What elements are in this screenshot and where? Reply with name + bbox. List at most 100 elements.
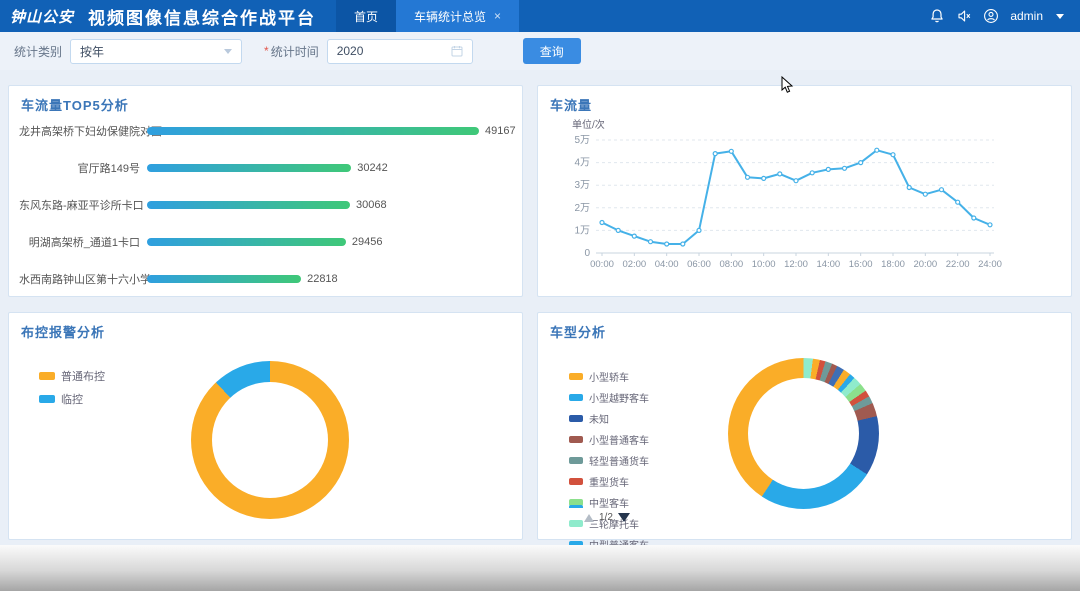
bar-value-label: 49167 xyxy=(485,124,516,137)
top5-bar-row: 东风东路-麻亚平诊所卡口 30068 xyxy=(19,186,514,223)
alarm-donut-chart xyxy=(191,361,349,519)
mouse-cursor xyxy=(781,76,794,93)
legend-item[interactable]: 三轮摩托车 xyxy=(569,516,649,531)
bar-category-label: 龙井高架桥下妇幼保健院对面 xyxy=(19,125,162,138)
panel-alarm-analysis-title: 布控报警分析 xyxy=(21,325,106,340)
legend-item[interactable]: 小型普通客车 xyxy=(569,432,649,447)
legend-swatch xyxy=(569,415,583,422)
legend-item[interactable]: 小型轿车 xyxy=(569,369,649,384)
svg-text:00:00: 00:00 xyxy=(590,259,614,270)
bar-category-label: 官厅路149号 xyxy=(77,162,140,175)
legend-label: 小型轿车 xyxy=(589,373,629,384)
bar-value-label: 30068 xyxy=(356,198,387,211)
category-select[interactable]: 按年 xyxy=(70,38,243,64)
required-asterisk: * xyxy=(264,44,269,58)
bar-fill xyxy=(147,126,479,135)
svg-text:20:00: 20:00 xyxy=(913,259,937,270)
user-icon[interactable] xyxy=(983,8,999,24)
legend-swatch xyxy=(39,395,55,403)
close-icon[interactable]: × xyxy=(494,9,502,23)
svg-text:18:00: 18:00 xyxy=(881,259,905,270)
bar-category-label: 东风东路-麻亚平诊所卡口 xyxy=(19,199,144,212)
bar-fill xyxy=(147,274,302,283)
legend-item[interactable]: 未知 xyxy=(569,411,649,426)
svg-text:10:00: 10:00 xyxy=(752,259,776,270)
bar-value-label: 22818 xyxy=(307,272,338,285)
bell-icon[interactable] xyxy=(929,8,945,24)
panel-alarm-analysis: 布控报警分析 普通布控临控 xyxy=(8,312,523,540)
panel-traffic-top5: 车流量TOP5分析 龙井高架桥下妇幼保健院对面 49167 官厅路149号 30242… xyxy=(8,85,523,297)
legend-label: 未知 xyxy=(589,415,609,426)
legend-swatch xyxy=(569,499,583,506)
pager-label: 1/2 xyxy=(599,512,613,523)
svg-text:04:00: 04:00 xyxy=(655,259,679,270)
agency-logo: 钟山公安 xyxy=(10,7,75,26)
time-input[interactable]: 2020 xyxy=(326,38,473,64)
svg-text:24:00: 24:00 xyxy=(978,259,1002,270)
legend-swatch xyxy=(569,541,583,548)
panel-traffic-flow: 车流量 单位/次 0 1万 2万 3万 4万 5万 00:00 02:00 04:00 06:00 0… xyxy=(537,85,1072,297)
panel-traffic-flow-title: 车流量 xyxy=(550,98,593,113)
pager-up-icon[interactable] xyxy=(584,513,594,522)
category-select-value: 按年 xyxy=(80,44,105,59)
legend-item[interactable]: 中型客车 xyxy=(569,495,649,510)
legend-swatch xyxy=(39,372,55,380)
donut-hole xyxy=(748,378,859,489)
legend-label: 中型客车 xyxy=(589,499,629,510)
panel-traffic-top5-title: 车流量TOP5分析 xyxy=(21,98,129,113)
legend-label: 小型普通客车 xyxy=(589,436,649,447)
bar-fill xyxy=(147,200,351,209)
tab-vehicle-statistics[interactable]: 车辆统计总览 × xyxy=(396,0,520,32)
svg-text:1万: 1万 xyxy=(574,225,590,236)
time-input-value: 2020 xyxy=(336,44,364,58)
legend-item[interactable]: 重型货车 xyxy=(569,474,649,489)
legend-swatch xyxy=(569,520,583,527)
legend-swatch xyxy=(569,394,583,401)
panel-vehicle-type-title: 车型分析 xyxy=(550,325,607,340)
legend-label: 三轮摩托车 xyxy=(589,520,639,531)
legend-label: 轻型普通货车 xyxy=(589,457,649,468)
tab-home[interactable]: 首页 xyxy=(336,0,397,32)
top-header: 钟山公安 视频图像信息综合作战平台 首页 车辆统计总览 × admin xyxy=(0,0,1080,32)
svg-text:14:00: 14:00 xyxy=(816,259,840,270)
bar-value-label: 29456 xyxy=(351,235,383,248)
panel-vehicle-type-analysis: 车型分析 小型轿车小型越野客车 未知小型普通客车 轻型普通货车 重型货车中型客车三轮摩… xyxy=(537,312,1072,573)
username-label[interactable]: admin xyxy=(1010,9,1043,23)
alarm-legend: 普通布控 临控 xyxy=(39,368,105,407)
top5-bar-row: 龙井高架桥下妇幼保健院对面 49167 xyxy=(19,112,516,149)
svg-text:3万: 3万 xyxy=(574,180,590,191)
legend-label: 小型越野客车 xyxy=(589,394,649,405)
pager-down-icon[interactable] xyxy=(617,513,630,522)
svg-text:0: 0 xyxy=(584,248,590,259)
svg-text:08:00: 08:00 xyxy=(719,259,743,270)
legend-item[interactable]: 普通布控 xyxy=(39,368,105,384)
svg-text:16:00: 16:00 xyxy=(849,259,873,270)
traffic-flow-line-chart: 单位/次 0 1万 2万 3万 4万 5万 00:00 02:00 04:00 06:00 08:00… xyxy=(572,118,1002,270)
svg-text:单位/次: 单位/次 xyxy=(572,118,605,131)
legend-pager: 1/2 xyxy=(584,512,630,523)
svg-text:02:00: 02:00 xyxy=(622,259,646,270)
legend-swatch xyxy=(569,457,583,464)
query-button[interactable]: 查询 xyxy=(522,38,581,64)
legend-label: 普通布控 xyxy=(61,371,105,383)
caret-down-icon[interactable] xyxy=(1056,13,1064,19)
calendar-icon xyxy=(451,46,463,57)
legend-item[interactable]: 小型越野客车 xyxy=(569,390,649,405)
legend-item[interactable]: 轻型普通货车 xyxy=(569,453,649,468)
category-label: 统计类别 xyxy=(14,44,63,59)
legend-label: 重型货车 xyxy=(589,478,629,489)
vehicle-legend: 小型轿车小型越野客车未知小型普通客车轻型普通货车重型货车中型客车三轮摩托车中型普… xyxy=(569,369,649,573)
svg-text:2万: 2万 xyxy=(574,203,590,214)
legend-swatch xyxy=(569,373,583,380)
top5-bar-row: 水西南路钟山区第十六小学 22818 xyxy=(19,260,514,297)
speaker-icon[interactable] xyxy=(956,8,972,24)
top5-bar-row: 明湖高架桥_通道1卡口 29456 xyxy=(19,223,514,260)
svg-text:22:00: 22:00 xyxy=(946,259,970,270)
legend-item[interactable]: 临控 xyxy=(39,391,105,407)
bar-fill xyxy=(147,237,346,246)
legend-label: 临控 xyxy=(61,394,83,406)
chevron-down-icon xyxy=(224,48,233,54)
svg-text:4万: 4万 xyxy=(574,158,590,169)
legend-item-partial xyxy=(569,505,583,508)
